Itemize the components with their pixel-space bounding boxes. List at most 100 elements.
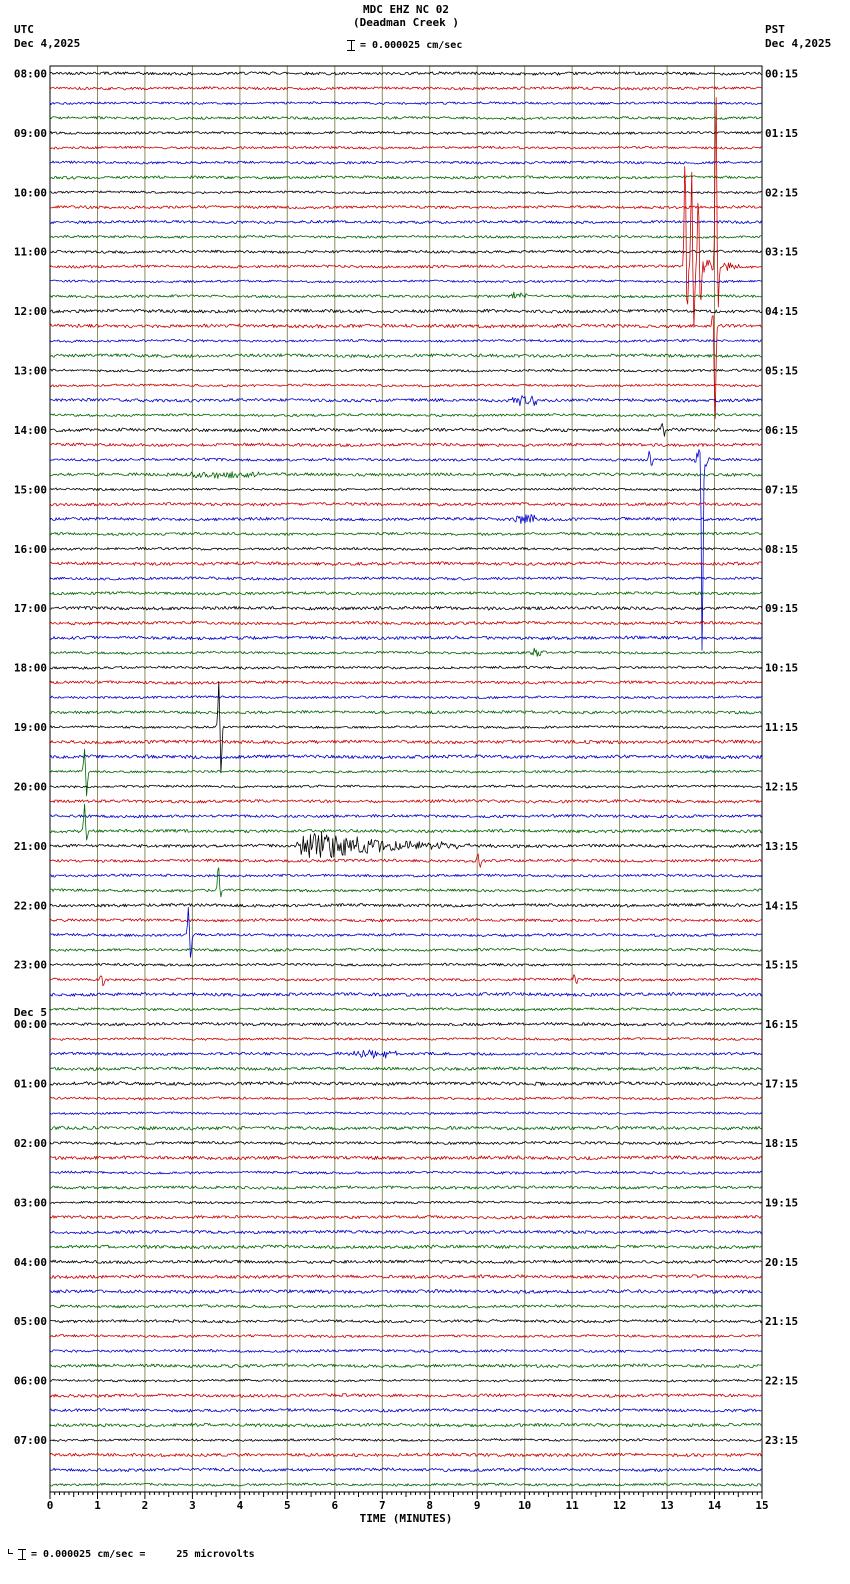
trace-row-66 — [50, 1049, 763, 1059]
trace-row-46 — [49, 754, 763, 760]
pst-header: PST Dec 4,2025 — [765, 23, 831, 51]
x-tick-label: 11 — [565, 1499, 579, 1512]
trace-row-0 — [49, 71, 763, 76]
right-time-label: 08:15 — [765, 543, 798, 556]
trace-row-58 — [49, 907, 763, 958]
station-title: MDC EHZ NC 02 — [362, 3, 450, 16]
left-time-label: 11:00 — [14, 246, 47, 259]
trace-row-15 — [49, 291, 763, 299]
trace-row-19 — [49, 353, 763, 358]
trace-row-74 — [49, 1170, 763, 1175]
trace-row-91 — [49, 1422, 763, 1428]
trace-row-64 — [49, 1022, 763, 1027]
trace-row-31 — [49, 531, 763, 536]
trace-row-25 — [49, 442, 763, 447]
trace-row-61 — [49, 974, 763, 987]
left-time-label: 21:00 — [14, 840, 47, 853]
x-tick-label: 8 — [426, 1499, 433, 1512]
trace-row-78 — [49, 1229, 763, 1235]
left-time-label: 04:00 — [14, 1256, 47, 1269]
right-time-label: 14:15 — [765, 899, 798, 912]
left-time-label: 09:00 — [14, 127, 47, 140]
trace-row-3 — [49, 116, 763, 120]
trace-row-90 — [49, 1408, 762, 1413]
trace-row-82 — [49, 1289, 763, 1294]
pst-label: PST — [765, 23, 785, 36]
scale-ibeam-icon — [347, 40, 355, 51]
trace-row-24 — [49, 423, 763, 437]
trace-row-8 — [49, 190, 763, 195]
trace-row-88 — [49, 1378, 763, 1383]
trace-row-47 — [49, 748, 763, 797]
right-time-label: 06:15 — [765, 424, 798, 437]
trace-row-20 — [49, 368, 763, 373]
trace-row-40 — [49, 665, 763, 670]
trace-row-35 — [49, 591, 763, 596]
trace-row-37 — [49, 620, 763, 626]
trace-row-77 — [49, 1215, 763, 1220]
trace-row-34 — [49, 576, 763, 581]
right-time-label: 13:15 — [765, 840, 798, 853]
right-time-label: 03:15 — [765, 246, 798, 259]
trace-row-92 — [49, 1438, 762, 1442]
footer-ibeam-icon — [18, 1549, 26, 1560]
x-tick-label: 3 — [189, 1499, 196, 1512]
trace-row-80 — [49, 1259, 763, 1264]
trace-row-67 — [49, 1066, 763, 1071]
left-time-label: 22:00 — [14, 899, 47, 912]
right-time-label: 05:15 — [765, 365, 798, 378]
footer-mark-icon — [8, 1549, 13, 1554]
x-axis-title: TIME (MINUTES) — [360, 1512, 453, 1525]
pst-date: Dec 4,2025 — [765, 37, 832, 50]
trace-row-73 — [49, 1155, 763, 1161]
left-time-label: 20:00 — [14, 780, 47, 793]
trace-row-84 — [49, 1319, 763, 1324]
utc-label: UTC — [14, 23, 34, 36]
trace-row-72 — [49, 1140, 763, 1145]
trace-row-69 — [49, 1096, 763, 1101]
left-time-label: 08:00 — [14, 67, 47, 80]
right-time-label: 15:15 — [765, 959, 798, 972]
trace-row-45 — [49, 739, 763, 745]
trace-row-48 — [49, 784, 763, 789]
trace-row-5 — [49, 145, 763, 150]
trace-row-63 — [49, 1007, 763, 1012]
right-time-label: 22:15 — [765, 1375, 798, 1388]
trace-row-83 — [49, 1304, 763, 1309]
x-tick-label: 1 — [94, 1499, 101, 1512]
trace-row-53 — [49, 853, 763, 868]
left-time-label: 13:00 — [14, 365, 47, 378]
trace-row-50 — [49, 814, 763, 819]
trace-row-85 — [49, 1334, 763, 1338]
left-time-label: 12:00 — [14, 305, 47, 318]
trace-row-65 — [49, 1037, 763, 1041]
trace-row-76 — [49, 1200, 763, 1205]
trace-row-32 — [49, 546, 763, 551]
x-tick-label: 9 — [474, 1499, 481, 1512]
right-time-label: 23:15 — [765, 1434, 798, 1447]
trace-row-4 — [49, 130, 763, 135]
trace-row-41 — [49, 680, 763, 685]
scale-legend: = 0.000025 cm/sec — [347, 40, 462, 51]
left-time-label: 16:00 — [14, 543, 47, 556]
left-time-label: 15:00 — [14, 483, 47, 496]
trace-row-54 — [49, 873, 763, 878]
right-time-label: 09:15 — [765, 602, 798, 615]
right-time-label: 21:15 — [765, 1315, 798, 1328]
right-time-label: 20:15 — [765, 1256, 798, 1269]
trace-row-79 — [49, 1244, 763, 1250]
right-time-label: 11:15 — [765, 721, 798, 734]
trace-row-55 — [50, 867, 763, 898]
trace-row-52 — [49, 831, 763, 858]
trace-row-56 — [49, 903, 763, 908]
left-time-label: 10:00 — [14, 186, 47, 199]
x-tick-label: 15 — [755, 1499, 768, 1512]
trace-row-75 — [49, 1185, 763, 1190]
x-tick-label: 7 — [379, 1499, 386, 1512]
trace-row-26 — [49, 449, 763, 651]
x-tick-label: 5 — [284, 1499, 291, 1512]
trace-row-9 — [49, 205, 763, 210]
left-time-label: 19:00 — [14, 721, 47, 734]
